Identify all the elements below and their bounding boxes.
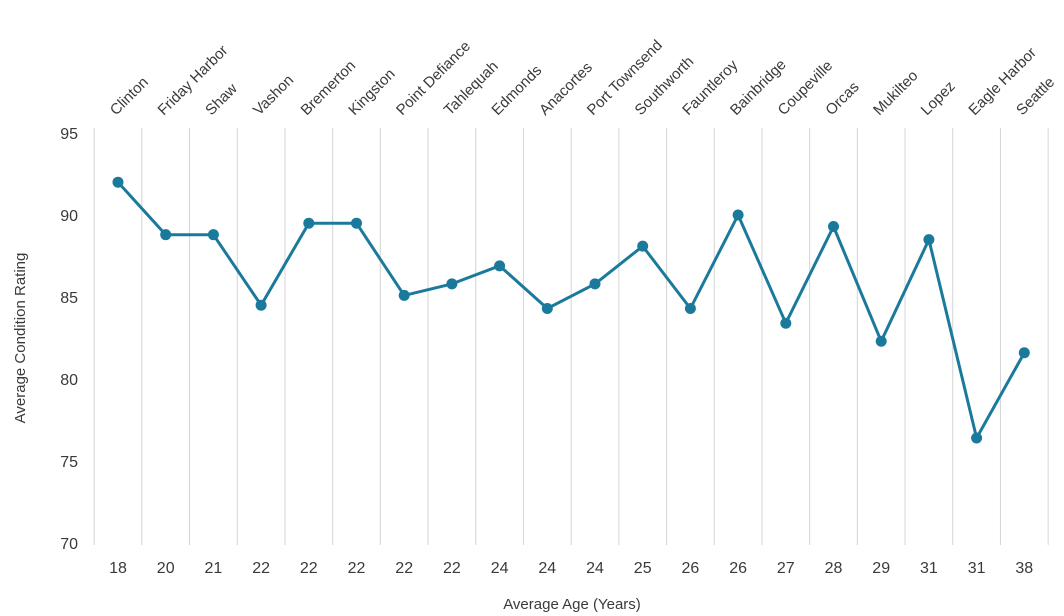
x-tick-label: 31 bbox=[920, 560, 938, 577]
vertical-gridlines bbox=[93, 128, 1049, 545]
x-tick-label: 27 bbox=[777, 560, 795, 577]
data-point bbox=[875, 335, 887, 347]
y-axis-title: Average Condition Rating bbox=[12, 253, 29, 424]
x-tick-label: 31 bbox=[968, 560, 986, 577]
category-label: Seattle bbox=[1013, 74, 1058, 119]
category-label: Mukilteo bbox=[870, 67, 922, 119]
x-tick-label: 22 bbox=[395, 560, 413, 577]
data-point bbox=[446, 278, 458, 290]
data-point bbox=[684, 302, 696, 314]
data-point bbox=[207, 229, 219, 241]
x-tick-label: 26 bbox=[682, 560, 700, 577]
age-tick-labels: 18 20 21 22 22 22 22 22 24 24 24 25 26 26 27 28 29 31 31 38 bbox=[109, 560, 1033, 577]
data-point bbox=[494, 260, 506, 272]
x-tick-label: 24 bbox=[538, 560, 556, 577]
y-tick-label: 70 bbox=[60, 536, 78, 553]
category-label: Orcas bbox=[822, 79, 862, 119]
x-tick-label: 22 bbox=[348, 560, 366, 577]
series-line-layer bbox=[116, 180, 1026, 440]
x-tick-label: 22 bbox=[443, 560, 461, 577]
category-label: Lopez bbox=[918, 78, 959, 119]
data-point bbox=[255, 299, 267, 311]
x-tick-label: 24 bbox=[586, 560, 604, 577]
y-tick-label: 85 bbox=[60, 290, 78, 307]
data-point bbox=[1018, 347, 1030, 359]
x-tick-label: 22 bbox=[252, 560, 270, 577]
data-point bbox=[589, 278, 601, 290]
data-point bbox=[732, 209, 744, 221]
data-point bbox=[112, 176, 124, 188]
data-point bbox=[303, 217, 315, 229]
x-tick-label: 28 bbox=[825, 560, 843, 577]
x-axis-title: Average Age (Years) bbox=[503, 596, 641, 613]
x-tick-label: 26 bbox=[729, 560, 747, 577]
series-line bbox=[116, 180, 1026, 440]
data-point bbox=[828, 220, 839, 232]
y-axis: 70 75 80 85 90 95 bbox=[60, 126, 78, 553]
x-tick-label: 25 bbox=[634, 560, 652, 577]
category-label: Clinton bbox=[107, 74, 152, 119]
y-tick-label: 75 bbox=[60, 454, 78, 471]
y-tick-label: 80 bbox=[60, 372, 78, 389]
data-point bbox=[971, 432, 983, 444]
x-tick-label: 38 bbox=[1015, 560, 1033, 577]
y-tick-label: 90 bbox=[60, 208, 78, 225]
x-tick-label: 21 bbox=[205, 560, 223, 577]
y-tick-label: 95 bbox=[60, 126, 78, 143]
data-point bbox=[398, 289, 410, 301]
x-tick-label: 22 bbox=[300, 560, 318, 577]
x-tick-label: 24 bbox=[491, 560, 509, 577]
x-tick-label: 18 bbox=[109, 560, 127, 577]
data-point bbox=[541, 302, 553, 314]
data-point bbox=[351, 217, 362, 229]
data-point bbox=[160, 229, 172, 241]
data-point bbox=[923, 234, 935, 246]
category-label: Shaw bbox=[202, 80, 241, 119]
category-label: Vashon bbox=[250, 72, 297, 119]
x-tick-label: 29 bbox=[872, 560, 890, 577]
data-point bbox=[637, 240, 649, 252]
data-point bbox=[780, 317, 792, 329]
x-tick-label: 20 bbox=[157, 560, 175, 577]
series-points bbox=[112, 176, 1030, 444]
